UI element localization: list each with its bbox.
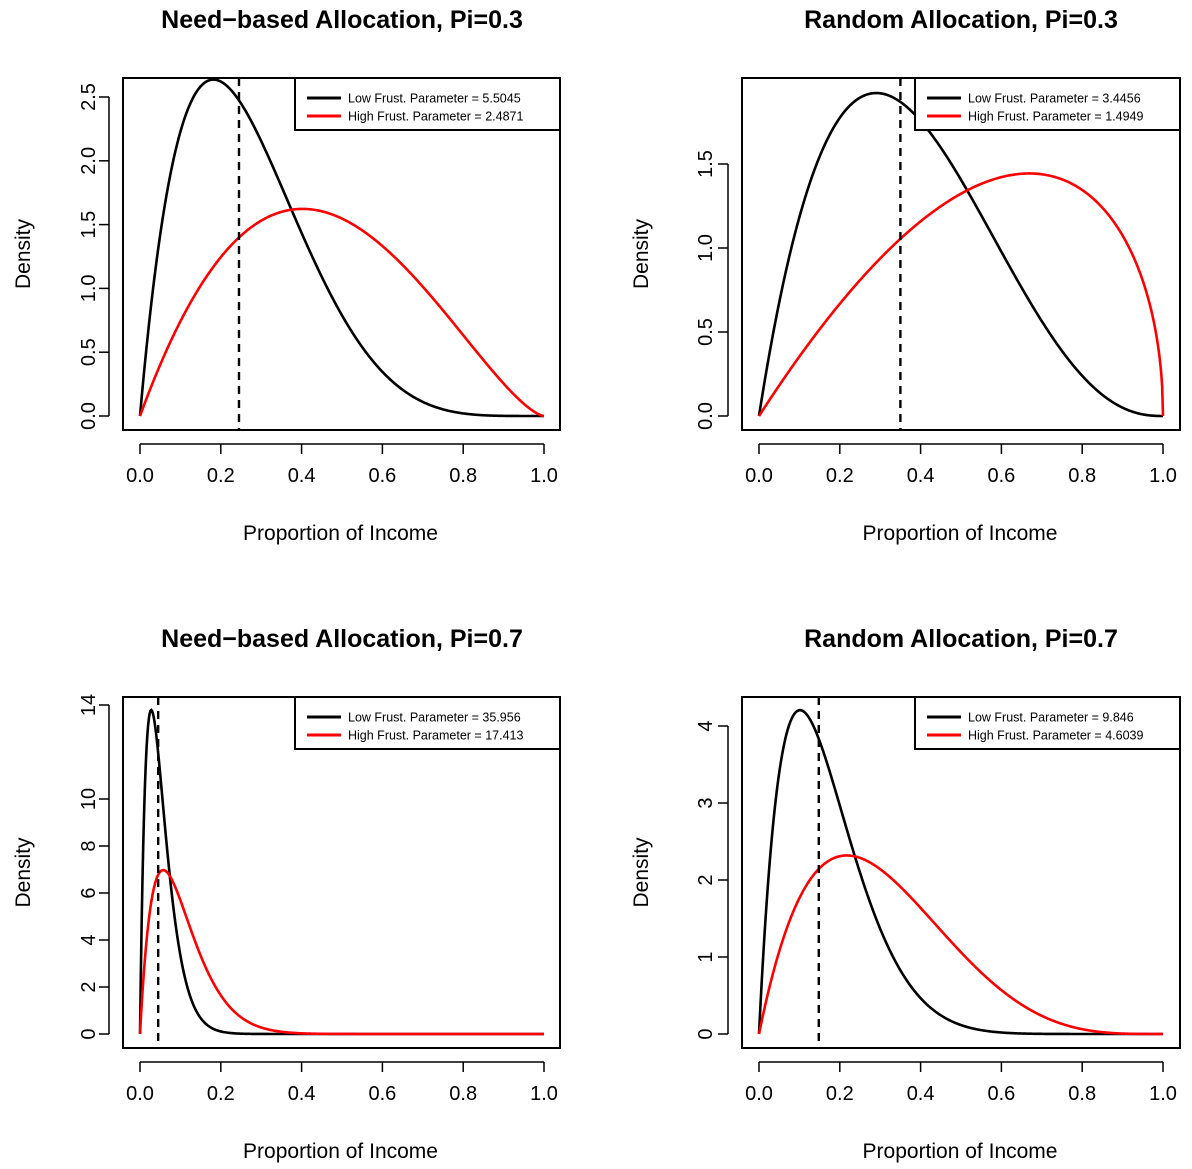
y-tick-label: 1.0 xyxy=(695,234,717,262)
x-tick-label: 0.6 xyxy=(987,1083,1015,1105)
y-tick-label: 0.0 xyxy=(78,402,100,430)
x-axis-label: Proportion of Income xyxy=(243,522,438,545)
y-axis-label: Density xyxy=(12,218,35,289)
y-axis-label: Density xyxy=(630,837,653,908)
series-line-high-frust xyxy=(138,207,545,418)
y-tick-label: 1 xyxy=(695,951,717,962)
x-tick-label: 0.0 xyxy=(126,1083,154,1105)
y-tick-label: 0.5 xyxy=(695,318,717,346)
legend-entry: High Frust. Parameter = 1.4949 xyxy=(968,110,1143,124)
y-tick-label: 14 xyxy=(78,694,100,716)
x-tick-label: 0.4 xyxy=(288,465,316,487)
y-tick-label: 8 xyxy=(78,840,100,851)
x-tick-label: 0.2 xyxy=(826,465,854,487)
y-tick-label: 2.0 xyxy=(78,147,100,175)
x-tick-label: 1.0 xyxy=(1149,1083,1177,1105)
x-tick-label: 0.6 xyxy=(987,465,1015,487)
x-tick-label: 0.6 xyxy=(368,1083,396,1105)
y-tick-label: 1.5 xyxy=(78,211,100,239)
x-tick-label: 0.4 xyxy=(907,1083,935,1105)
legend-box xyxy=(914,77,1181,131)
legend: Low Frust. Parameter = 5.5045 High Frust.… xyxy=(294,77,561,131)
chart-title: Need−based Allocation, Pi=0.3 xyxy=(161,6,523,34)
y-tick-label: 0.5 xyxy=(78,338,100,366)
y-tick-label: 0 xyxy=(78,1028,100,1039)
x-tick-label: 0.8 xyxy=(449,465,477,487)
chart-title: Random Allocation, Pi=0.3 xyxy=(804,6,1118,34)
y-tick-label: 10 xyxy=(78,788,100,810)
y-axis-label: Density xyxy=(12,837,35,908)
legend-entry: Low Frust. Parameter = 3.4456 xyxy=(968,92,1141,106)
legend-entry: High Frust. Parameter = 17.413 xyxy=(348,729,523,743)
series-line-high-frust xyxy=(138,868,544,1036)
x-tick-label: 1.0 xyxy=(530,1083,558,1105)
x-axis-label: Proportion of Income xyxy=(243,1140,438,1163)
x-tick-label: 0.2 xyxy=(207,465,235,487)
x-tick-label: 0.6 xyxy=(368,465,396,487)
legend: Low Frust. Parameter = 35.956 High Frust.… xyxy=(294,696,561,750)
x-tick-label: 0.0 xyxy=(745,1083,773,1105)
legend: Low Frust. Parameter = 3.4456 High Frust.… xyxy=(914,77,1181,131)
y-tick-label: 0.0 xyxy=(695,402,717,430)
x-tick-label: 0.0 xyxy=(126,465,154,487)
x-axis-label: Proportion of Income xyxy=(863,522,1058,545)
y-tick-label: 0 xyxy=(695,1028,717,1039)
y-tick-label: 1.0 xyxy=(78,274,100,302)
y-tick-label: 1.5 xyxy=(695,150,717,178)
series-line-low-frust xyxy=(757,708,1163,1036)
series-line-low-frust xyxy=(138,78,544,418)
x-tick-label: 0.8 xyxy=(1068,1083,1096,1105)
series-line-high-frust xyxy=(757,172,1165,417)
x-tick-label: 0.0 xyxy=(745,465,773,487)
chart-panel-3: Need−based Allocation, Pi=0.7 0.0 0.2 0.4 0.… xyxy=(12,625,561,1163)
y-tick-label: 4 xyxy=(78,934,100,945)
x-tick-label: 1.0 xyxy=(1149,465,1177,487)
x-tick-label: 0.2 xyxy=(207,1083,235,1105)
legend-entry: Low Frust. Parameter = 5.5045 xyxy=(348,92,521,106)
chart-panel-2: Random Allocation, Pi=0.3 0.0 0.2 0.4 0.6 0.8… xyxy=(630,6,1181,545)
y-tick-label: 2.5 xyxy=(78,83,100,111)
y-tick-label: 2 xyxy=(78,981,100,992)
legend-entry: Low Frust. Parameter = 35.956 xyxy=(348,711,521,725)
legend-box xyxy=(294,77,561,131)
x-tick-label: 0.2 xyxy=(826,1083,854,1105)
legend: Low Frust. Parameter = 9.846 High Frust. … xyxy=(914,696,1181,750)
chart-panel-4: Random Allocation, Pi=0.7 0.0 0.2 0.4 0.6 0.8… xyxy=(630,625,1181,1163)
y-tick-label: 6 xyxy=(78,887,100,898)
x-tick-label: 0.8 xyxy=(449,1083,477,1105)
x-tick-label: 0.8 xyxy=(1068,465,1096,487)
y-tick-label: 2 xyxy=(695,874,717,885)
legend-entry: Low Frust. Parameter = 9.846 xyxy=(968,711,1134,725)
legend-box xyxy=(294,696,561,750)
legend-box xyxy=(914,696,1181,750)
chart-title: Need−based Allocation, Pi=0.7 xyxy=(161,625,523,653)
x-tick-label: 0.4 xyxy=(907,465,935,487)
legend-entry: High Frust. Parameter = 4.6039 xyxy=(968,729,1143,743)
x-tick-label: 0.4 xyxy=(288,1083,316,1105)
series-line-low-frust xyxy=(757,91,1163,418)
y-tick-label: 4 xyxy=(695,720,717,731)
chart-panel-1: Need−based Allocation, Pi=0.3 0.0 0.2 0.4 0.… xyxy=(12,6,561,545)
y-tick-label: 3 xyxy=(695,797,717,808)
chart-title: Random Allocation, Pi=0.7 xyxy=(804,625,1118,653)
x-tick-label: 1.0 xyxy=(530,465,558,487)
y-axis-label: Density xyxy=(630,218,653,289)
legend-entry: High Frust. Parameter = 2.4871 xyxy=(348,110,523,124)
series-line-low-frust xyxy=(138,708,544,1036)
x-axis-label: Proportion of Income xyxy=(863,1140,1058,1163)
series-line-high-frust xyxy=(757,854,1163,1036)
